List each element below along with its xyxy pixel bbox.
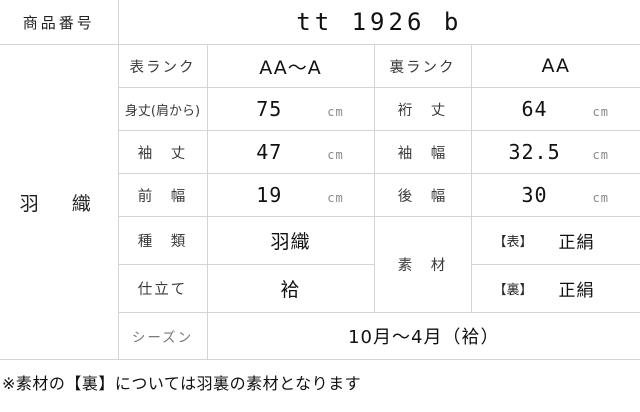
row-value-sozai-omote: 【表】 正絹: [470, 216, 640, 265]
row-label-season: シーズン: [118, 312, 208, 360]
row-value-yuki: 64 cm: [470, 87, 640, 131]
row-value-ushirohaba: 30 cm: [470, 173, 640, 217]
table-row-type: 種 類 羽織 素 材 【表】 正絹: [0, 216, 640, 313]
yuki-unit: cm: [592, 105, 609, 119]
row-label-ura-rank: 裏ランク: [373, 44, 472, 88]
row-label-yuki: 裄 丈: [373, 87, 472, 131]
mitake-number: 75: [256, 97, 283, 121]
ushirohaba-unit: cm: [592, 191, 609, 205]
footnote-text: ※素材の【裏】については羽裏の素材となります: [2, 374, 362, 393]
row-label-sozai: 素 材: [373, 216, 472, 313]
row-value-shitate: 袷: [206, 264, 375, 313]
sodetake-unit: cm: [327, 148, 344, 162]
table-row-product-number: 商品番号 tt 1926 b: [0, 0, 640, 45]
row-value-omote-rank: AA〜A: [206, 44, 375, 88]
maehaba-unit: cm: [327, 191, 344, 205]
yuki-number: 64: [521, 97, 548, 121]
sodehaba-number: 32.5: [508, 140, 561, 164]
product-number-value: tt 1926 b: [117, 0, 640, 45]
row-label-sodehaba: 袖 幅: [373, 130, 472, 174]
sozai-omote-tag: 【表】: [493, 235, 533, 250]
row-value-ura-rank: AA: [470, 44, 640, 88]
row-value-sozai-ura: 【裏】 正絹: [470, 264, 640, 313]
category-label: 羽 織: [0, 44, 119, 360]
product-spec-table: 商品番号 tt 1926 b 羽 織 表ランク AA〜A 裏ランク AA 身丈(…: [0, 0, 640, 360]
row-value-sodehaba: 32.5 cm: [470, 130, 640, 174]
maehaba-number: 19: [256, 183, 283, 207]
sozai-ura-value: 正絹: [558, 281, 595, 301]
sodetake-number: 47: [256, 140, 283, 164]
sozai-ura-tag: 【裏】: [493, 283, 533, 298]
table-row-rank: 羽 織 表ランク AA〜A 裏ランク AA: [0, 44, 640, 360]
row-value-mitake: 75 cm: [206, 87, 375, 131]
table-row-tailoring: 仕立て 袷 【裏】 正絹: [0, 264, 640, 313]
row-label-shitate: 仕立て: [118, 264, 208, 313]
row-label-shurui: 種 類: [118, 216, 208, 265]
sodehaba-unit: cm: [592, 148, 609, 162]
row-value-sodetake: 47 cm: [206, 130, 375, 174]
ushirohaba-number: 30: [521, 183, 548, 207]
row-value-maehaba: 19 cm: [206, 173, 375, 217]
row-label-maehaba: 前 幅: [118, 173, 208, 217]
row-label-ushirohaba: 後 幅: [373, 173, 472, 217]
product-number-label: 商品番号: [0, 0, 119, 45]
row-value-shurui: 羽織: [206, 216, 375, 265]
row-label-mitake: 身丈(肩から): [118, 87, 208, 131]
table-row-width: 前 幅 19 cm 後 幅 30 cm: [0, 173, 640, 217]
row-value-season: 10月〜4月（袷）: [206, 312, 640, 360]
row-label-sodetake: 袖 丈: [118, 130, 208, 174]
table-row-season: シーズン 10月〜4月（袷）: [0, 312, 640, 360]
row-label-omote-rank: 表ランク: [117, 44, 208, 88]
mitake-unit: cm: [327, 105, 344, 119]
sozai-omote-value: 正絹: [558, 233, 595, 253]
